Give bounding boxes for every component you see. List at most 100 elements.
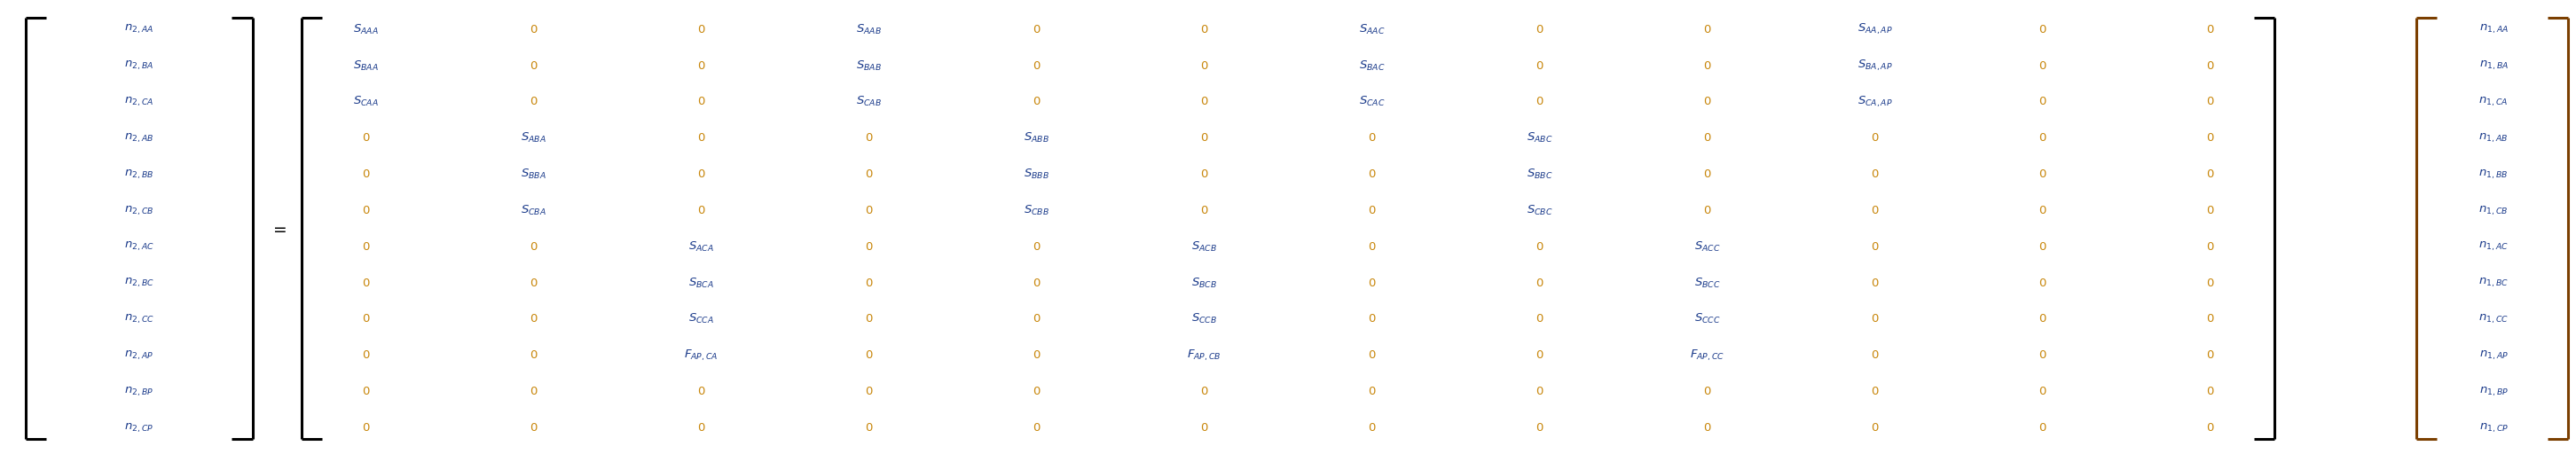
Text: $0$: $0$: [866, 350, 873, 361]
Text: $0$: $0$: [866, 241, 873, 252]
Text: $0$: $0$: [698, 205, 706, 216]
Text: $0$: $0$: [866, 132, 873, 144]
Text: $S_{ACA}$: $S_{ACA}$: [688, 240, 714, 253]
Text: $0$: $0$: [866, 168, 873, 180]
Text: $0$: $0$: [698, 422, 706, 434]
Text: $S_{BCB}$: $S_{BCB}$: [1190, 276, 1216, 290]
Text: $0$: $0$: [1870, 313, 1878, 325]
Text: $0$: $0$: [2205, 350, 2215, 361]
Text: $0$: $0$: [1368, 205, 1376, 216]
Text: $0$: $0$: [1200, 205, 1208, 216]
Text: $S_{ABA}$: $S_{ABA}$: [520, 131, 546, 145]
Text: $n_{1,AB}$: $n_{1,AB}$: [2478, 132, 2509, 144]
Text: $0$: $0$: [1200, 168, 1208, 180]
Text: $0$: $0$: [1703, 24, 1710, 35]
Text: $S_{CAA}$: $S_{CAA}$: [353, 95, 379, 109]
Text: $S_{ABB}$: $S_{ABB}$: [1023, 131, 1048, 145]
Text: $0$: $0$: [1033, 350, 1041, 361]
Text: $0$: $0$: [1870, 168, 1878, 180]
Text: $0$: $0$: [866, 386, 873, 397]
Text: $0$: $0$: [1200, 60, 1208, 71]
Text: $0$: $0$: [866, 422, 873, 434]
Text: $n_{2,AC}$: $n_{2,AC}$: [124, 240, 155, 253]
Text: $0$: $0$: [528, 422, 538, 434]
Text: $S_{ACC}$: $S_{ACC}$: [1695, 240, 1721, 253]
Text: $0$: $0$: [2038, 277, 2048, 289]
Text: $0$: $0$: [528, 24, 538, 35]
Text: $S_{CA,AP}$: $S_{CA,AP}$: [1857, 94, 1893, 109]
Text: $0$: $0$: [2038, 132, 2048, 144]
Text: $0$: $0$: [2038, 350, 2048, 361]
Text: $0$: $0$: [1033, 277, 1041, 289]
Text: $0$: $0$: [1033, 313, 1041, 325]
Text: $0$: $0$: [1033, 60, 1041, 71]
Text: $0$: $0$: [1535, 313, 1543, 325]
Text: $S_{CAC}$: $S_{CAC}$: [1358, 95, 1386, 109]
Text: $n_{1,CC}$: $n_{1,CC}$: [2478, 313, 2509, 326]
Text: $0$: $0$: [2205, 24, 2215, 35]
Text: $0$: $0$: [1033, 422, 1041, 434]
Text: $0$: $0$: [2038, 386, 2048, 397]
Text: $n_{1,AC}$: $n_{1,AC}$: [2478, 240, 2509, 253]
Text: $0$: $0$: [698, 132, 706, 144]
Text: $S_{BCA}$: $S_{BCA}$: [688, 276, 714, 290]
Text: $n_{1,BP}$: $n_{1,BP}$: [2478, 385, 2509, 398]
Text: $0$: $0$: [361, 350, 371, 361]
Text: $0$: $0$: [2038, 24, 2048, 35]
Text: $0$: $0$: [1033, 386, 1041, 397]
Text: $0$: $0$: [1368, 313, 1376, 325]
Text: $S_{BBA}$: $S_{BBA}$: [520, 168, 546, 181]
Text: $n_{2,AB}$: $n_{2,AB}$: [124, 132, 155, 144]
Text: $0$: $0$: [1200, 386, 1208, 397]
Text: $0$: $0$: [1368, 168, 1376, 180]
Text: $0$: $0$: [528, 241, 538, 252]
Text: $0$: $0$: [1535, 386, 1543, 397]
Text: $0$: $0$: [1870, 422, 1878, 434]
Text: $0$: $0$: [1200, 132, 1208, 144]
Text: $0$: $0$: [1535, 96, 1543, 108]
Text: $F_{AP,CA}$: $F_{AP,CA}$: [685, 348, 719, 363]
Text: $0$: $0$: [1535, 350, 1543, 361]
Text: $0$: $0$: [1870, 386, 1878, 397]
Text: $0$: $0$: [361, 241, 371, 252]
Text: $0$: $0$: [2038, 241, 2048, 252]
Text: $=$: $=$: [270, 220, 286, 237]
Text: $0$: $0$: [361, 205, 371, 216]
Text: $n_{2,BC}$: $n_{2,BC}$: [124, 276, 155, 289]
Text: $S_{AA,AP}$: $S_{AA,AP}$: [1857, 22, 1893, 37]
Text: $0$: $0$: [866, 205, 873, 216]
Text: $n_{1,BB}$: $n_{1,BB}$: [2478, 168, 2509, 181]
Text: $0$: $0$: [1535, 241, 1543, 252]
Text: $S_{CBA}$: $S_{CBA}$: [520, 204, 546, 217]
Text: $n_{1,BA}$: $n_{1,BA}$: [2478, 59, 2509, 72]
Text: $0$: $0$: [1535, 277, 1543, 289]
Text: $S_{ABC}$: $S_{ABC}$: [1528, 131, 1553, 145]
Text: $0$: $0$: [2205, 168, 2215, 180]
Text: $0$: $0$: [528, 386, 538, 397]
Text: $0$: $0$: [1368, 241, 1376, 252]
Text: $S_{BAA}$: $S_{BAA}$: [353, 59, 379, 72]
Text: $0$: $0$: [2205, 205, 2215, 216]
Text: $0$: $0$: [2205, 386, 2215, 397]
Text: $0$: $0$: [2205, 313, 2215, 325]
Text: $S_{CBC}$: $S_{CBC}$: [1528, 204, 1553, 217]
Text: $0$: $0$: [1033, 24, 1041, 35]
Text: $n_{2,BA}$: $n_{2,BA}$: [124, 59, 155, 72]
Text: $0$: $0$: [528, 350, 538, 361]
Text: $0$: $0$: [1703, 60, 1710, 71]
Text: $0$: $0$: [866, 277, 873, 289]
Text: $F_{AP,CC}$: $F_{AP,CC}$: [1690, 348, 1723, 363]
Text: $0$: $0$: [1368, 132, 1376, 144]
Text: $n_{1,CA}$: $n_{1,CA}$: [2478, 95, 2509, 109]
Text: $0$: $0$: [2038, 422, 2048, 434]
Text: $0$: $0$: [1703, 168, 1710, 180]
Text: $n_{2,AP}$: $n_{2,AP}$: [124, 349, 155, 362]
Text: $0$: $0$: [1200, 96, 1208, 108]
Text: $0$: $0$: [1870, 132, 1878, 144]
Text: $S_{CCC}$: $S_{CCC}$: [1695, 312, 1721, 326]
Text: $S_{AAA}$: $S_{AAA}$: [353, 23, 379, 36]
Text: $0$: $0$: [698, 386, 706, 397]
Text: $S_{BA,AP}$: $S_{BA,AP}$: [1857, 59, 1893, 73]
Text: $n_{2,CB}$: $n_{2,CB}$: [124, 204, 155, 217]
Text: $0$: $0$: [1535, 24, 1543, 35]
